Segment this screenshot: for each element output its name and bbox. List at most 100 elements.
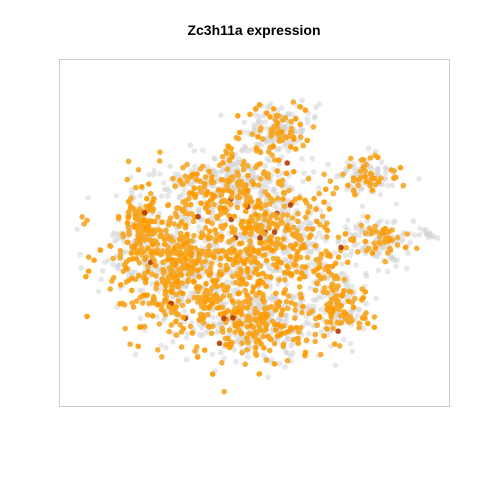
point-expressed-2265 — [290, 99, 297, 105]
point-background-2555 — [354, 312, 361, 319]
point-background-2815 — [416, 176, 422, 182]
point-expressed-1515 — [295, 218, 301, 225]
point-background-2108 — [180, 191, 186, 198]
point-expressed-1713 — [287, 270, 293, 277]
point-expressed-665 — [213, 230, 219, 237]
point-expressed-400 — [175, 311, 182, 318]
point-expressed-1314 — [238, 330, 245, 337]
point-expressed-2987 — [153, 250, 160, 256]
point-expressed-2063 — [191, 185, 198, 191]
point-background-2663 — [359, 247, 366, 254]
point-background-3012 — [434, 235, 441, 241]
point-expressed-2931 — [147, 218, 153, 224]
point-expressed-1516 — [247, 238, 253, 244]
point-expressed-1089 — [295, 340, 302, 347]
point-expressed-1092 — [302, 352, 308, 359]
point-expressed-1287 — [208, 330, 215, 337]
point-expressed-1022 — [198, 303, 205, 309]
point-expressed-964 — [291, 315, 298, 322]
point-expressed-774 — [161, 268, 168, 275]
point-expressed-801 — [213, 239, 219, 245]
point-background-1957 — [285, 217, 291, 224]
point-expressed-1407 — [321, 199, 327, 205]
point-expressed-1197 — [201, 347, 208, 354]
point-expressed-1813 — [262, 202, 269, 208]
point-expressed-1166 — [153, 285, 159, 292]
point-expressed-438 — [196, 273, 202, 280]
point-expressed-1761 — [237, 249, 244, 255]
point-expressed-1521 — [257, 263, 264, 269]
point-expressed-2980 — [159, 248, 166, 254]
point-expressed-1862 — [195, 213, 201, 220]
point-background-2641 — [378, 217, 384, 224]
point-expressed-1705 — [274, 303, 280, 309]
point-expressed-670 — [107, 286, 113, 292]
point-expressed-2551 — [327, 300, 333, 307]
point-background-2322 — [304, 116, 311, 122]
point-background-2826 — [382, 176, 389, 183]
point-background-44 — [170, 339, 176, 345]
point-expressed-2192 — [236, 194, 243, 201]
point-expressed-2109 — [276, 178, 282, 185]
point-background-2290 — [241, 119, 248, 126]
point-expressed-176 — [179, 280, 185, 287]
point-background-1811 — [264, 155, 271, 162]
point-expressed-1174 — [239, 350, 245, 356]
point-expressed-457 — [143, 276, 149, 282]
point-expressed-2863 — [125, 209, 132, 216]
point-background-1718 — [252, 234, 259, 240]
point-background-2842 — [374, 171, 381, 178]
point-background-2036 — [204, 163, 211, 170]
point-expressed-1585 — [247, 296, 253, 302]
point-expressed-740 — [174, 279, 181, 285]
point-expressed-837 — [83, 273, 89, 280]
point-expressed-1750 — [231, 213, 238, 220]
point-expressed-1316 — [239, 276, 245, 283]
point-expressed-2456 — [314, 280, 320, 287]
point-expressed-1304 — [253, 292, 260, 299]
point-expressed-2781 — [350, 177, 357, 184]
point-expressed-2469 — [335, 328, 341, 335]
point-expressed-2516 — [333, 286, 340, 292]
point-expressed-623 — [203, 280, 209, 287]
point-expressed-1259 — [273, 327, 279, 333]
point-expressed-2911 — [150, 241, 156, 247]
point-expressed-1250 — [202, 290, 208, 297]
point-expressed-2541 — [317, 276, 324, 283]
point-background-2173 — [252, 174, 259, 181]
point-expressed-2065 — [281, 190, 288, 196]
point-expressed-1017 — [242, 361, 248, 368]
point-expressed-1864 — [257, 176, 264, 182]
point-background-2227 — [248, 146, 255, 153]
point-expressed-822 — [141, 323, 148, 330]
point-background-2351 — [292, 129, 299, 135]
point-expressed-1416 — [291, 261, 297, 268]
point-expressed-1310 — [207, 290, 213, 297]
point-expressed-650 — [129, 300, 135, 306]
point-expressed-2529 — [328, 312, 334, 318]
point-expressed-1279 — [226, 327, 233, 333]
point-background-2214 — [192, 163, 198, 170]
point-background-2179 — [211, 155, 217, 162]
point-expressed-403 — [178, 220, 184, 226]
point-background-2736 — [378, 159, 385, 165]
point-background-2844 — [384, 182, 391, 189]
point-expressed-2067 — [224, 166, 231, 172]
point-expressed-1345 — [293, 256, 300, 263]
point-expressed-1307 — [261, 328, 267, 334]
point-background-2828 — [333, 173, 340, 180]
point-expressed-267 — [117, 282, 124, 288]
point-expressed-161 — [263, 273, 270, 280]
point-expressed-1222 — [213, 298, 219, 305]
point-expressed-2228 — [270, 106, 277, 112]
point-expressed-512 — [249, 288, 256, 295]
point-background-3014 — [429, 233, 436, 240]
point-expressed-1457 — [311, 195, 317, 202]
point-background-2032 — [166, 188, 173, 195]
point-expressed-48 — [128, 250, 135, 256]
point-background-2672 — [364, 218, 371, 224]
point-expressed-1824 — [317, 222, 323, 228]
point-expressed-2934 — [148, 190, 154, 197]
point-expressed-1482 — [270, 255, 277, 262]
